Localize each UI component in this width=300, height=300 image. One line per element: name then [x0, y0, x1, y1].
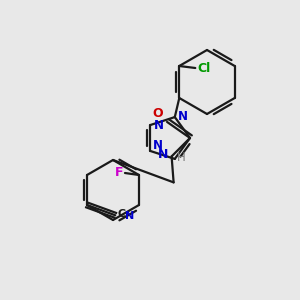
Text: F: F: [115, 167, 123, 179]
Text: N: N: [158, 148, 169, 161]
Text: O: O: [152, 107, 163, 120]
Text: H: H: [177, 151, 185, 164]
Text: N: N: [178, 110, 188, 123]
Text: N: N: [154, 118, 164, 132]
Text: N: N: [153, 139, 163, 152]
Text: C: C: [117, 209, 125, 219]
Text: N: N: [125, 211, 134, 221]
Text: Cl: Cl: [197, 61, 211, 74]
